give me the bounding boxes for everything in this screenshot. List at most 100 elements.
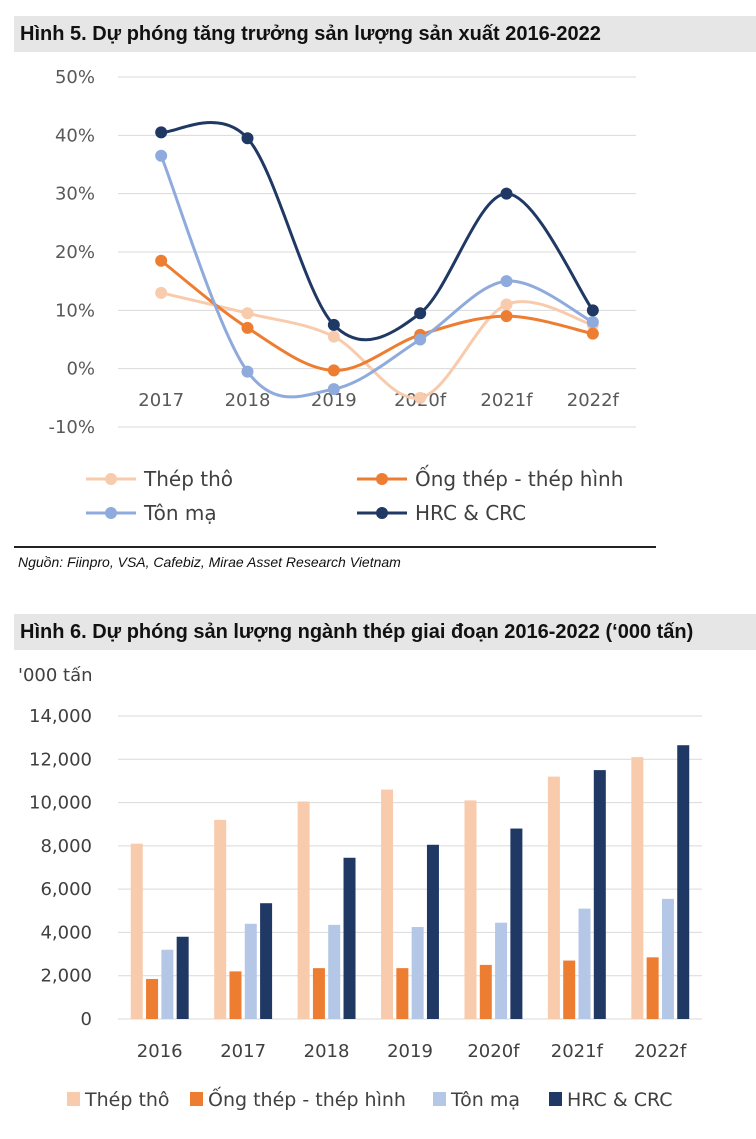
bar-2 (479, 964, 492, 1019)
data-point (586, 304, 599, 317)
bar-4 (426, 844, 439, 1019)
figure-5-bottom-rule (14, 546, 656, 548)
bar-4 (176, 936, 189, 1019)
legend-label: Tôn mạ (450, 1089, 520, 1111)
bar-4 (260, 903, 273, 1019)
data-point (241, 365, 254, 378)
bar-3 (161, 949, 174, 1019)
legend-swatch (549, 1092, 562, 1106)
y-tick-label: 14,000 (29, 706, 92, 727)
bar-2 (396, 968, 409, 1019)
bar-1 (547, 776, 560, 1019)
data-point (155, 126, 168, 139)
bar-3 (578, 908, 591, 1019)
bar-3 (661, 898, 674, 1019)
bar-1 (464, 800, 477, 1019)
x-tick-label: 2020f (467, 1041, 520, 1062)
y-tick-label: 10,000 (29, 793, 92, 814)
bar-3 (328, 924, 341, 1019)
bar-1 (297, 801, 310, 1019)
bar-1 (214, 819, 227, 1019)
bar-2 (646, 957, 659, 1019)
figure-5-source: Nguồn: Fiinpro, VSA, Cafebiz, Mirae Asse… (18, 554, 401, 570)
figure-6-title: Hình 6. Dự phóng sản lượng ngành thép gi… (14, 614, 756, 650)
data-point (327, 364, 340, 377)
legend-label: HRC & CRC (415, 501, 526, 525)
bar-2 (312, 968, 325, 1019)
y-tick-label: 12,000 (29, 749, 92, 770)
data-point (586, 327, 599, 340)
x-tick-label: 2017 (138, 390, 184, 411)
data-point (500, 187, 513, 200)
x-tick-label: 2016 (137, 1041, 183, 1062)
bar-4 (677, 745, 690, 1019)
data-point (155, 254, 168, 267)
data-point (327, 318, 340, 331)
x-tick-label: 2022f (567, 390, 620, 411)
y-tick-label: 0 (81, 1009, 92, 1030)
data-point (155, 149, 168, 162)
y-tick-label: -10% (48, 417, 95, 438)
growth-line-chart: 50%40%30%20%10%0%-10%2017201820192020f20… (48, 67, 636, 525)
x-tick-label: 2017 (220, 1041, 266, 1062)
y-tick-label: 30% (55, 184, 95, 205)
legend-marker (105, 473, 117, 485)
legend-label: Thép thô (143, 467, 233, 491)
data-point (155, 286, 168, 299)
y-tick-label: 8,000 (40, 836, 92, 857)
legend-marker (376, 473, 388, 485)
bar-3 (244, 923, 257, 1019)
series-line-2 (160, 259, 594, 372)
data-point (414, 333, 427, 346)
y-tick-label: 20% (55, 242, 95, 263)
series-line-1 (160, 291, 594, 400)
legend-label: Ống thép - thép hình (415, 465, 623, 491)
x-tick-label: 2021f (551, 1041, 604, 1062)
data-point (327, 383, 340, 396)
y-tick-label: 6,000 (40, 879, 92, 900)
x-tick-label: 2022f (634, 1041, 687, 1062)
legend-swatch (190, 1092, 203, 1106)
data-point (586, 316, 599, 328)
bar-1 (130, 843, 143, 1019)
legend-swatch (67, 1092, 80, 1106)
x-tick-label: 2021f (480, 390, 533, 411)
data-point (414, 307, 427, 320)
x-tick-label: 2019 (311, 390, 357, 411)
y-tick-label: 50% (55, 67, 95, 88)
series-line-3 (159, 155, 594, 399)
legend-marker (105, 507, 117, 519)
data-point (241, 132, 254, 145)
y-tick-label: 40% (55, 125, 95, 146)
legend-label: HRC & CRC (567, 1089, 673, 1111)
legend-swatch (433, 1092, 446, 1106)
legend-label: Thép thô (84, 1089, 170, 1111)
data-point (500, 310, 513, 323)
bar-4 (343, 857, 356, 1019)
x-tick-label: 2018 (225, 390, 271, 411)
bar-4 (510, 828, 523, 1019)
y-tick-label: 2,000 (40, 966, 92, 987)
legend-label: Ống thép - thép hình (208, 1085, 406, 1111)
y-axis-unit-label: '000 tấn (18, 665, 93, 686)
legend-marker (376, 507, 388, 519)
x-tick-label: 2018 (304, 1041, 350, 1062)
legend-label: Tôn mạ (143, 501, 217, 525)
figure-5-title: Hình 5. Dự phóng tăng trưởng sản lượng s… (14, 16, 756, 52)
data-point (241, 307, 254, 320)
bar-2 (563, 960, 576, 1019)
data-point (500, 298, 513, 311)
bar-2 (146, 978, 159, 1019)
y-tick-label: 4,000 (40, 922, 92, 943)
data-point (327, 330, 340, 343)
y-tick-label: 10% (55, 300, 95, 321)
bar-2 (229, 971, 242, 1019)
y-tick-label: 0% (66, 359, 95, 380)
data-point (241, 321, 254, 334)
x-tick-label: 2019 (387, 1041, 433, 1062)
data-point (500, 275, 513, 288)
data-point (414, 391, 427, 404)
bar-1 (631, 757, 644, 1019)
bar-3 (411, 927, 424, 1019)
bar-3 (495, 922, 508, 1019)
